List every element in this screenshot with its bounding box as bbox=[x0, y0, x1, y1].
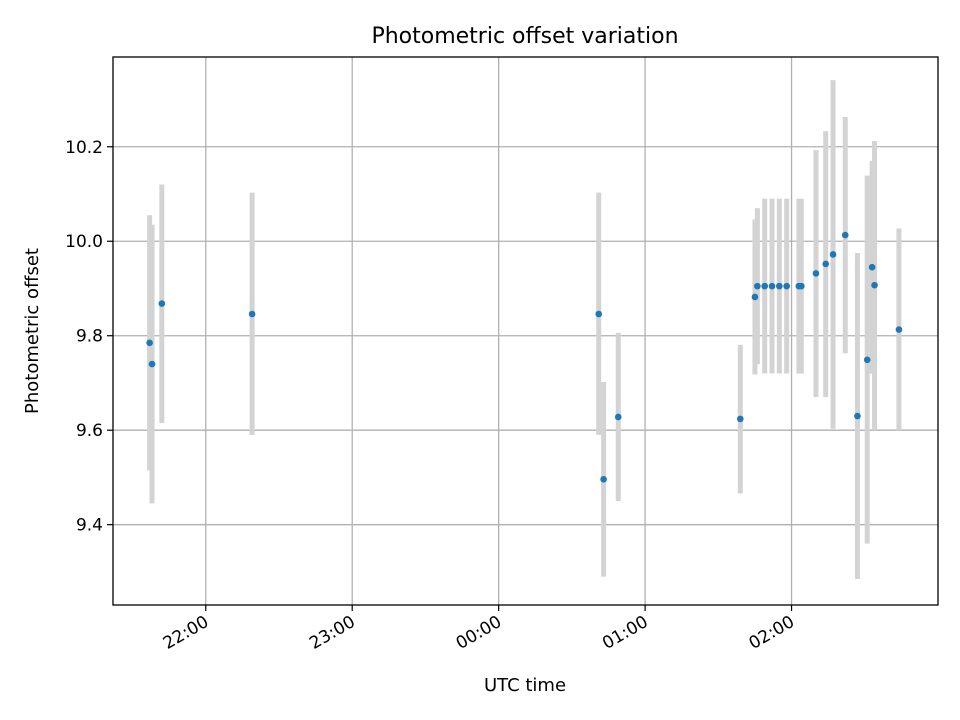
data-point bbox=[146, 339, 153, 347]
y-tick-label: 10.2 bbox=[65, 138, 103, 158]
data-point bbox=[854, 412, 861, 420]
y-tick-label: 10.0 bbox=[65, 232, 103, 252]
data-point bbox=[868, 263, 876, 271]
tick-layer: 22:00 23:00 00:00 01:00 02:00 9.4 9.6 9.8 10.0 10… bbox=[65, 138, 798, 654]
x-tick-label: 23:00 bbox=[306, 612, 358, 654]
y-tick-label: 9.4 bbox=[76, 516, 103, 536]
errorbar-layer bbox=[147, 80, 902, 580]
data-point bbox=[158, 300, 166, 307]
x-axis-label: UTC time bbox=[484, 675, 566, 696]
data-point bbox=[614, 413, 622, 421]
data-point bbox=[776, 282, 783, 290]
data-point bbox=[829, 251, 837, 258]
data-point bbox=[751, 293, 759, 301]
x-tick-label: 00:00 bbox=[453, 612, 505, 654]
data-point bbox=[783, 282, 790, 290]
plot-frame bbox=[112, 56, 939, 606]
data-point bbox=[736, 415, 744, 423]
data-point bbox=[148, 360, 156, 368]
data-point bbox=[768, 282, 776, 290]
data-point bbox=[600, 476, 607, 483]
data-point bbox=[871, 281, 878, 289]
data-point bbox=[822, 260, 830, 268]
data-point bbox=[248, 310, 256, 318]
y-tick-label: 9.6 bbox=[76, 421, 103, 441]
y-axis-label: Photometric offset bbox=[22, 248, 43, 414]
data-point bbox=[812, 270, 820, 277]
data-point bbox=[863, 356, 871, 364]
data-point bbox=[895, 326, 903, 333]
data-point bbox=[754, 282, 761, 290]
chart-title: Photometric offset variation bbox=[371, 24, 678, 49]
point-layer bbox=[146, 231, 903, 483]
y-tick-label: 9.8 bbox=[76, 327, 103, 347]
data-point bbox=[798, 282, 805, 290]
data-point bbox=[761, 282, 769, 290]
x-tick-label: 02:00 bbox=[746, 612, 798, 654]
x-tick-label: 01:00 bbox=[599, 612, 651, 654]
data-point bbox=[841, 231, 849, 239]
data-point bbox=[595, 310, 603, 318]
x-tick-label: 22:00 bbox=[160, 612, 212, 654]
